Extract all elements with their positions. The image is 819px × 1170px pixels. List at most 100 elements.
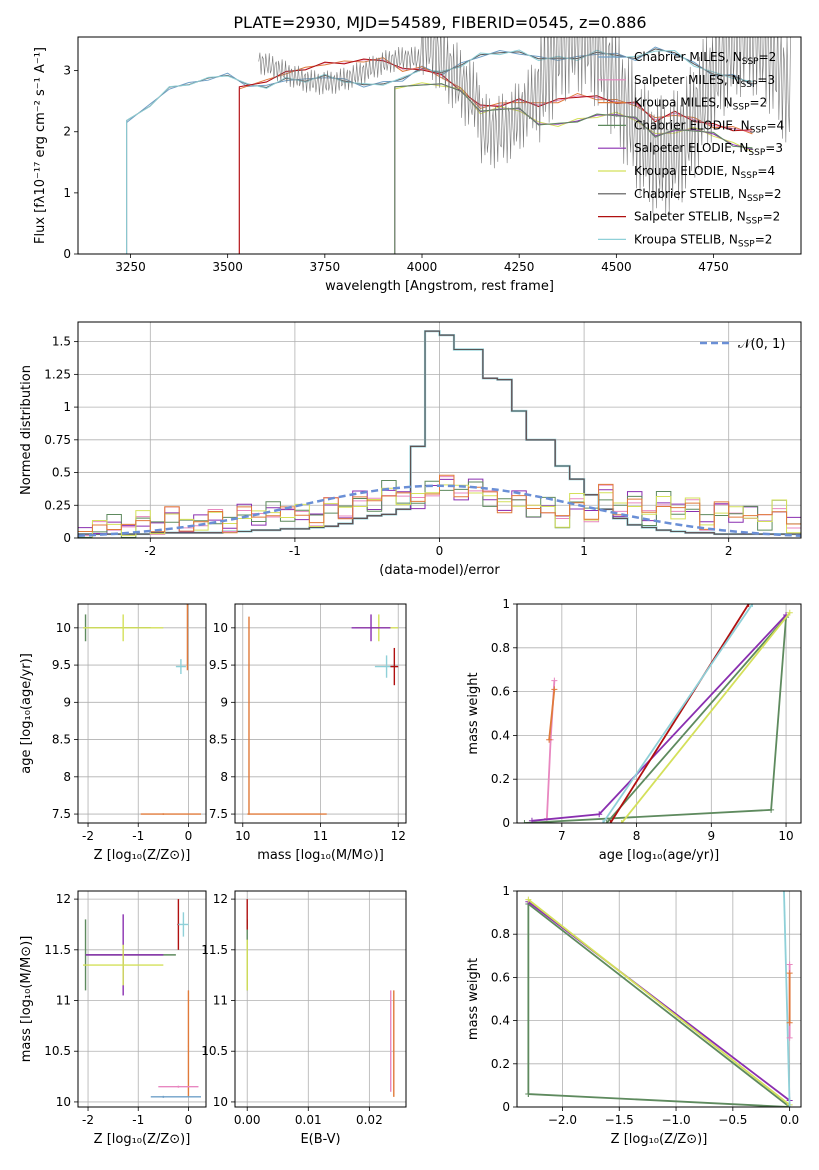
x-tick-label: 9 <box>707 829 715 843</box>
x-tick-label: 2 <box>725 544 733 558</box>
x-tick-label: 3500 <box>212 260 243 274</box>
legend-nssp: =2 <box>759 50 777 64</box>
legend-label: Chabrier ELODIE, NSSP=4 <box>634 118 784 135</box>
y-tick-label: 7.5 <box>209 807 228 821</box>
legend-label: Chabrier MILES, NSSP=2 <box>634 50 776 67</box>
mass-weight-point <box>521 820 528 823</box>
spectrum-data-line <box>258 37 791 216</box>
x-axis-label: (data-model)/error <box>379 563 500 578</box>
y-tick-label: 1.25 <box>44 367 71 381</box>
x-tick-label: −2.0 <box>548 1113 577 1127</box>
y-tick-label: 0 <box>502 816 510 830</box>
y-tick-label: 12 <box>213 892 228 906</box>
y-tick-label: 9.5 <box>209 658 228 672</box>
legend-model-name: Chabrier ELODIE, N <box>634 118 750 132</box>
legend-model-name: Kroupa ELODIE, N <box>634 164 741 178</box>
y-tick-label: 0 <box>63 531 71 545</box>
x-tick-label: -2 <box>82 829 94 843</box>
y-tick-label: 10 <box>213 621 228 635</box>
mass-weight-point <box>599 820 606 823</box>
legend-model-name: Salpeter MILES, N <box>634 73 741 87</box>
y-tick-label: 7.5 <box>52 807 71 821</box>
x-tick-label: −1.0 <box>661 1113 690 1127</box>
y-axis-label: mass [log₁₀(M/M⊙)] <box>19 936 34 1063</box>
y-axis-label: Flux [fλ10⁻¹⁷ erg cm⁻² s⁻¹ A⁻¹] <box>33 47 48 244</box>
mass-weight-point <box>546 736 553 743</box>
plot-area <box>521 604 793 823</box>
legend-label: Kroupa MILES, NSSP=2 <box>634 96 767 113</box>
mass-weight-line <box>527 898 791 1106</box>
x-tick-label: 11 <box>313 829 328 843</box>
mass-weight-point <box>603 820 610 823</box>
plot-area <box>246 899 395 1097</box>
chart-mass_vs_EBV: 0.00 0.01 0.02 10 10.5 11 11.5 12 E(B-V) <box>201 890 407 1147</box>
y-axis-label: mass weight <box>466 958 481 1040</box>
legend-label: 𝒩(0, 1) <box>738 337 785 352</box>
y-tick-label: 0.8 <box>491 927 510 941</box>
x-tick-label: 3250 <box>115 260 146 274</box>
axes-frame <box>516 603 802 824</box>
x-tick-label: 8 <box>633 829 641 843</box>
axes-frame <box>77 321 802 539</box>
plot-area <box>83 899 201 1098</box>
x-axis-label: age [log₁₀(age/yr)] <box>599 848 720 863</box>
mass-weight-line <box>548 689 556 740</box>
y-tick-label: 1 <box>502 597 510 611</box>
y-tick-label: 0.75 <box>44 433 71 447</box>
gaussian-curve <box>78 484 801 537</box>
x-axis-label: Z [log₁₀(Z/Z⊙)] <box>611 1132 708 1147</box>
x-tick-label: −1.5 <box>605 1113 634 1127</box>
axes-frame <box>77 890 207 1108</box>
mass-weight-line <box>602 604 754 823</box>
x-tick-label: 12 <box>391 829 406 843</box>
x-axis-label: Z [log₁₀(Z/Z⊙)] <box>94 848 191 863</box>
x-axis-label: mass [log₁₀(M/M⊙)] <box>257 848 384 863</box>
y-tick-label: 0.4 <box>491 728 510 742</box>
y-tick-label: 0.25 <box>44 498 71 512</box>
y-tick-label: 0.8 <box>491 641 510 655</box>
mass-weight-line <box>531 614 787 822</box>
legend-nssp: =2 <box>750 96 768 110</box>
plot-area <box>247 614 399 815</box>
x-tick-label: 10 <box>778 829 793 843</box>
mass-weight-point <box>551 677 558 684</box>
y-tick-label: 0.6 <box>491 685 510 699</box>
y-tick-label: 10 <box>56 621 71 635</box>
mass-weight-point <box>786 961 793 968</box>
legend-nssp: =2 <box>763 210 781 224</box>
y-axis-label: Normed distribution <box>19 365 34 495</box>
y-tick-label: 9 <box>63 695 71 709</box>
x-axis-label: wavelength [Angstrom, rest frame] <box>325 279 554 294</box>
chart-residuals: -2 -1 0 1 2 0 0.25 0.5 0.75 1 1.25 1.5 (data-model)/… <box>19 321 802 578</box>
x-tick-label: -1 <box>289 544 301 558</box>
y-tick-label: 0.2 <box>491 772 510 786</box>
plot-area <box>78 330 801 538</box>
y-tick-label: 9.5 <box>52 658 71 672</box>
mass-weight-point <box>596 811 603 818</box>
y-tick-label: 0.2 <box>491 1057 510 1071</box>
mass-weight-point <box>749 604 756 607</box>
axes-frame <box>234 890 407 1108</box>
x-tick-label: −0.5 <box>718 1113 747 1127</box>
x-tick-label: 1 <box>580 544 588 558</box>
y-axis-label: mass weight <box>466 672 481 754</box>
y-tick-label: 0.6 <box>491 970 510 984</box>
mass-weight-point <box>551 686 558 693</box>
axes-frame <box>77 36 802 255</box>
y-tick-label: 11.5 <box>44 943 71 957</box>
legend-model-name: Kroupa STELIB, N <box>634 232 738 246</box>
y-tick-label: 2 <box>63 125 71 139</box>
y-tick-label: 11 <box>213 994 228 1008</box>
legend-label: Kroupa ELODIE, NSSP=4 <box>634 164 775 181</box>
axes-frame <box>516 890 802 1108</box>
y-tick-label: 10.5 <box>44 1044 71 1058</box>
x-tick-label: 4500 <box>601 260 632 274</box>
mass-weight-point <box>786 970 793 977</box>
mass-weight-point <box>525 896 532 903</box>
x-tick-label: 10 <box>235 829 250 843</box>
y-tick-label: 3 <box>63 64 71 78</box>
figure-title: PLATE=2930, MJD=54589, FIBERID=0545, z=0… <box>233 13 646 32</box>
x-tick-label: 0.02 <box>356 1113 383 1127</box>
x-tick-label: 0.00 <box>234 1113 261 1127</box>
y-tick-label: 0.5 <box>52 466 71 480</box>
